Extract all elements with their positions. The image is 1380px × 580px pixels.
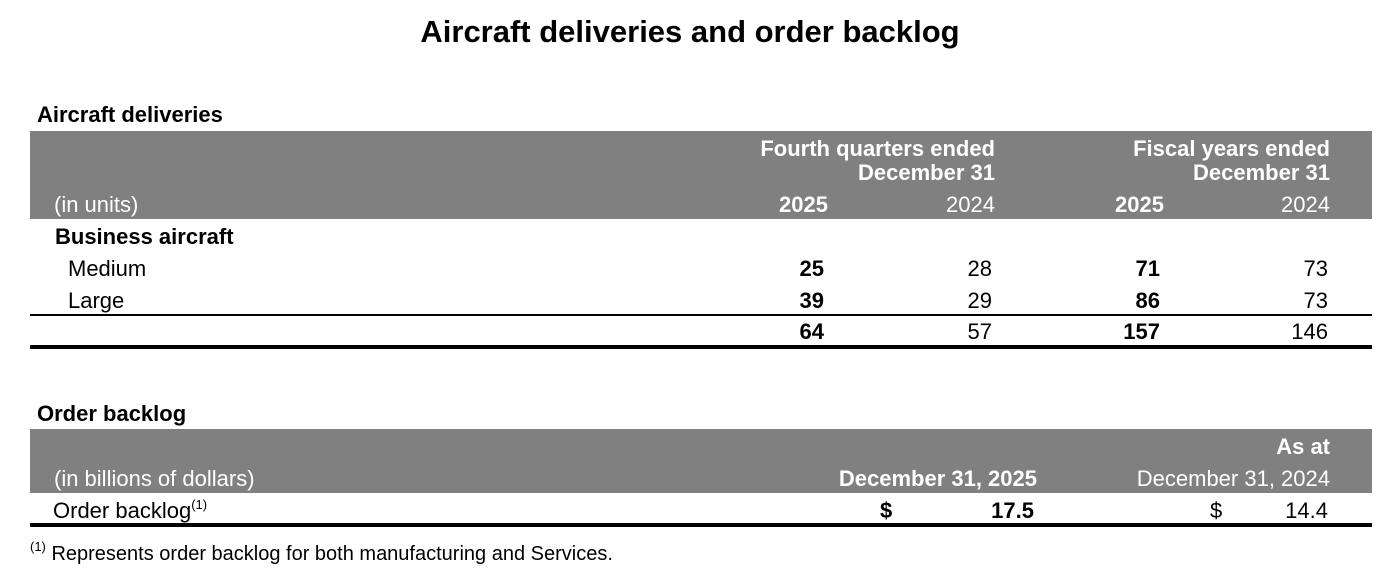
row-label-large: Large xyxy=(68,288,125,313)
group1-header-line2: December 31 xyxy=(858,160,995,185)
backlog-header-band xyxy=(30,429,1372,493)
category-business-aircraft: Business aircraft xyxy=(55,224,234,249)
backlog-unit-label: (in billions of dollars) xyxy=(54,466,255,491)
backlog-col1-header: December 31, 2025 xyxy=(838,466,1037,491)
deliveries-section-title: Aircraft deliveries xyxy=(37,102,223,127)
deliveries-header-band xyxy=(30,131,1372,219)
subtotal-rule xyxy=(30,314,1372,316)
backlog-value-2025: 17.5 xyxy=(991,498,1034,523)
group2-header-line2: December 31 xyxy=(1193,160,1330,185)
large-q-2025: 39 xyxy=(799,288,824,313)
backlog-rule xyxy=(30,523,1372,527)
backlog-row-label: Order backlog(1) xyxy=(53,497,208,523)
footnote-text: Represents order backlog for both manufa… xyxy=(51,543,613,565)
large-fy-2025: 86 xyxy=(1135,288,1160,313)
medium-fy-2025: 71 xyxy=(1135,256,1160,281)
backlog-col2-header: December 31, 2024 xyxy=(1136,466,1330,491)
backlog-currency-2024: $ xyxy=(1210,498,1223,523)
medium-fy-2024: 73 xyxy=(1303,256,1328,281)
year-header-q-2024: 2024 xyxy=(946,192,995,217)
medium-q-2025: 25 xyxy=(799,256,824,281)
large-fy-2024: 73 xyxy=(1303,288,1328,313)
year-header-q-2025: 2025 xyxy=(779,192,828,217)
year-header-fy-2024: 2024 xyxy=(1281,192,1330,217)
total-fy-2025: 157 xyxy=(1123,319,1160,344)
page-title: Aircraft deliveries and order backlog xyxy=(420,14,960,49)
group1-header-line1: Fourth quarters ended xyxy=(760,136,995,161)
deliveries-unit-label: (in units) xyxy=(54,192,139,217)
total-q-2024: 57 xyxy=(967,319,992,344)
medium-q-2024: 28 xyxy=(967,256,992,281)
total-q-2025: 64 xyxy=(799,319,824,344)
backlog-currency-2025: $ xyxy=(880,498,893,523)
backlog-as-at: As at xyxy=(1276,434,1330,459)
total-rule xyxy=(30,345,1372,349)
footnote-marker: (1) xyxy=(30,539,46,554)
group2-header-line1: Fiscal years ended xyxy=(1133,136,1330,161)
row-label-medium: Medium xyxy=(68,256,147,281)
footnote: (1) Represents order backlog for both ma… xyxy=(30,540,613,566)
backlog-value-2024: 14.4 xyxy=(1285,498,1328,523)
large-q-2024: 29 xyxy=(967,288,992,313)
footnote-reference: (1) xyxy=(191,497,208,512)
total-fy-2024: 146 xyxy=(1291,319,1328,344)
backlog-section-title: Order backlog xyxy=(37,401,187,426)
year-header-fy-2025: 2025 xyxy=(1115,192,1164,217)
